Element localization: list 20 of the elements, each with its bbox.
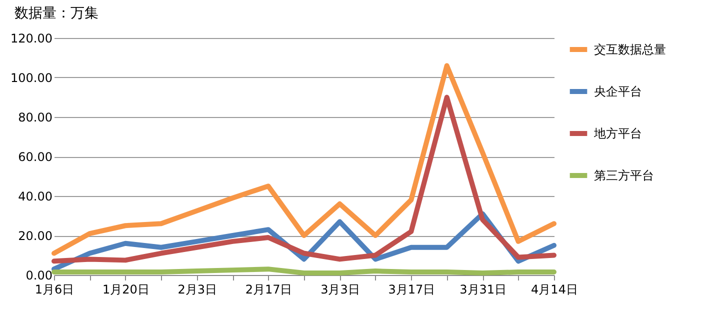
y-tick-label: 100.00 xyxy=(10,71,52,85)
x-tick-label: 2月3日 xyxy=(178,282,217,296)
y-tick-label: 20.00 xyxy=(18,229,52,243)
x-tick-label: 3月3日 xyxy=(320,282,360,296)
y-axis-title: 数据量：万集 xyxy=(14,6,98,22)
legend-label: 交互数据总量 xyxy=(594,42,666,56)
legend-label: 央企平台 xyxy=(594,84,642,98)
y-tick-label: 40.00 xyxy=(18,190,52,204)
x-tick-label: 2月17日 xyxy=(245,282,292,296)
y-tick-label: 80.00 xyxy=(18,110,52,124)
x-tick-label: 1月6日 xyxy=(34,282,74,296)
x-tick-label: 4月14日 xyxy=(531,282,578,296)
x-tick-label: 3月17日 xyxy=(388,282,436,296)
legend-label: 第三方平台 xyxy=(594,168,654,182)
legend-label: 地方平台 xyxy=(593,126,642,140)
y-tick-label: 0.00 xyxy=(26,268,52,282)
y-tick-label: 60.00 xyxy=(18,150,52,164)
x-tick-label: 3月31日 xyxy=(460,282,507,296)
y-tick-label: 120.00 xyxy=(10,32,52,46)
x-tick-label: 1月20日 xyxy=(102,282,150,296)
